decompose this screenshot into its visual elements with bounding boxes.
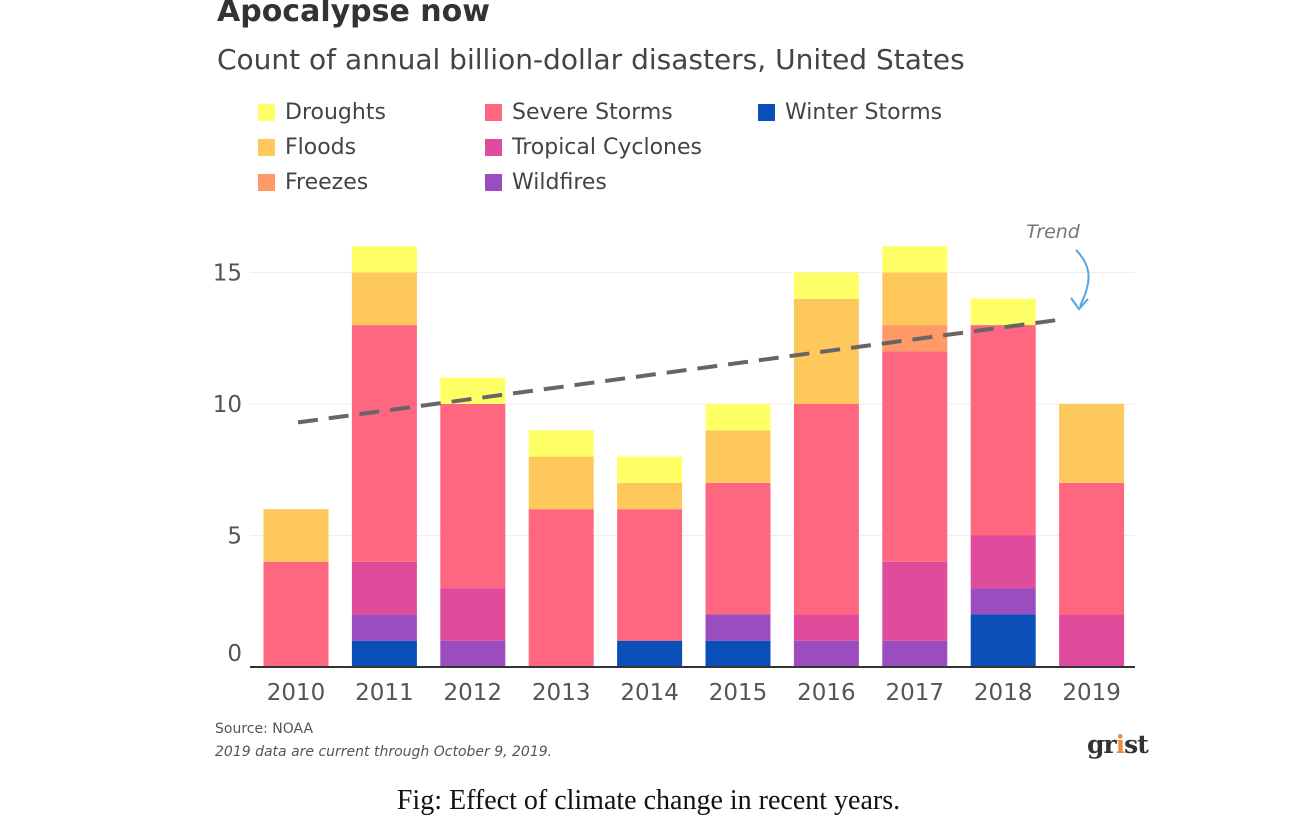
x-tick-label-2010: 2010 [267,680,326,706]
bar-2011-winter-storms [351,640,417,667]
bar-2014-floods [617,482,683,510]
bar-2018-wildfires [970,588,1036,615]
bar-2015-floods [705,430,771,483]
legend-item-droughts: Droughts [258,99,386,125]
legend-label-tropical-cyclones: Tropical Cyclones [512,134,702,160]
bar-2013-severe-storms [528,509,594,667]
bar-2016-tropical-cyclones [793,614,859,641]
bar-2010-severe-storms [263,561,329,667]
x-tick-label-2014: 2014 [620,680,679,706]
grist-logo: grist [1087,730,1149,759]
trend-line [297,317,1059,425]
bar-2019-tropical-cyclones [1059,614,1125,667]
legend-item-tropical-cyclones: Tropical Cyclones [485,134,702,160]
bar-2015-droughts [705,404,771,431]
bar-2012-severe-storms [440,404,506,589]
bar-2013-droughts [528,430,594,457]
source-note: Source: NOAA [215,721,314,737]
legend-swatch-severe-storms [485,103,502,121]
bar-2012-wildfires [440,640,506,667]
legend-swatch-tropical-cyclones [485,138,502,156]
legend-swatch-wildfires [485,173,502,191]
bar-2011-floods [351,272,417,326]
y-tick-label-15: 15 [213,261,242,287]
data-note: 2019 data are current through October 9,… [215,744,553,760]
y-tick-label-10: 10 [213,392,242,418]
trend-arrow-icon [1075,249,1090,307]
bar-2015-severe-storms [705,482,771,615]
x-tick-label-2013: 2013 [532,680,591,706]
legend-item-freezes: Freezes [258,169,368,195]
x-tick-label-2012: 2012 [444,680,503,706]
bar-2011-severe-storms [351,325,417,562]
stacked-bar-chart: 0 5 10 15 2010 2011 2012 2013 2014 2015 2016 2017 20… [213,221,1135,706]
bar-2015-wildfires [705,614,771,641]
bar-2019-severe-storms [1059,482,1125,615]
legend: Droughts Floods Freezes Severe Storms Tropic… [0,0,1297,210]
bar-2011-tropical-cyclones [351,561,417,615]
bar-2014-droughts [617,456,683,483]
legend-swatch-floods [258,138,275,156]
legend-swatch-winter-storms [758,103,775,121]
bar-2018-winter-storms [970,614,1036,667]
bar-2013-floods [528,456,594,510]
bar-2016-droughts [793,272,859,299]
chart-subtitle: Count of annual billion-dollar disasters… [217,43,965,76]
bar-2016-severe-storms [793,404,859,615]
bar-2019-floods [1059,404,1125,483]
bar-2017-droughts [882,246,948,273]
legend-item-severe-storms: Severe Storms [485,99,673,125]
bar-2012-tropical-cyclones [440,588,506,641]
x-tick-label-2011: 2011 [355,680,414,706]
y-tick-label-5: 5 [227,524,242,550]
bar-2018-droughts [970,298,1036,326]
legend-label-wildfires: Wildfires [512,169,607,195]
bar-2011-droughts [351,246,417,273]
legend-item-floods: Floods [258,134,356,160]
legend-label-floods: Floods [285,134,357,160]
bar-2010-floods [263,509,329,562]
bar-2018-tropical-cyclones [970,535,1036,589]
chart-title: Apocalypse now [217,0,490,29]
y-tick-label-0: 0 [227,641,242,667]
legend-label-droughts: Droughts [285,99,386,125]
x-tick-label-2016: 2016 [797,680,856,706]
x-tick-label-2019: 2019 [1062,680,1121,706]
trend-label: Trend [1026,221,1081,243]
legend-label-freezes: Freezes [285,169,369,195]
bar-2017-severe-storms [882,351,948,562]
legend-item-winter-storms: Winter Storms [758,99,942,125]
bar-2014-severe-storms [617,509,683,641]
x-tick-label-2018: 2018 [974,680,1033,706]
bar-2016-wildfires [793,640,859,667]
x-tick-label-2015: 2015 [709,680,768,706]
bar-2017-tropical-cyclones [882,561,948,641]
x-tick-label-2017: 2017 [886,680,945,706]
trend-arrowhead-icon [1070,297,1089,311]
legend-swatch-freezes [258,173,275,191]
bar-2018-severe-storms [970,325,1036,536]
bar-2015-winter-storms [705,640,771,667]
bar-2014-winter-storms [617,640,683,667]
bar-2017-floods [882,272,948,326]
bar-2012-droughts [440,377,506,404]
figure-caption: Fig: Effect of climate change in recent … [396,785,901,816]
legend-item-wildfires: Wildfires [485,169,607,195]
legend-label-severe-storms: Severe Storms [512,99,673,125]
bar-2017-wildfires [882,640,948,667]
bar-2011-wildfires [351,614,417,641]
legend-swatch-droughts [258,103,275,121]
legend-label-winter-storms: Winter Storms [785,99,943,125]
